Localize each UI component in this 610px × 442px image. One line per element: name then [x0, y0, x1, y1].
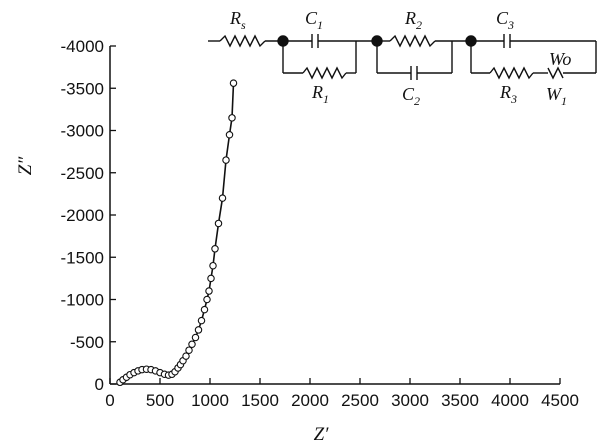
resistor-rs [219, 34, 266, 48]
data-point [225, 130, 234, 139]
y-tick-label: -3000 [61, 122, 104, 141]
resistor-r1 [302, 66, 347, 80]
y-ticks: 0 -500 -1000 -1500 -2000 -2500 -3000 -3500 -4000 [61, 37, 116, 394]
data-point [200, 305, 209, 314]
y-tick-label: -500 [70, 333, 104, 352]
x-tick-label: 4000 [491, 391, 529, 410]
label-c3: C3 [496, 8, 514, 32]
y-tick-label: -2500 [61, 164, 104, 183]
x-tick-label: 3500 [441, 391, 479, 410]
y-tick-label: -1000 [61, 291, 104, 310]
label-wo: Wo [549, 49, 571, 69]
label-c1: C1 [305, 8, 323, 32]
label-r1: R1 [311, 82, 329, 106]
data-point [229, 79, 238, 87]
x-tick-label: 2000 [291, 391, 329, 410]
x-ticks: 0 500 1000 1500 2000 2500 3000 3500 4000 4500 [105, 378, 579, 410]
data-point [197, 316, 206, 325]
y-tick-label: -1500 [61, 248, 104, 267]
data-point [194, 326, 203, 334]
x-tick-label: 4500 [541, 391, 579, 410]
circuit-labels: Rs C1 R1 R2 C2 C3 R3 W1 Wo [229, 8, 571, 108]
y-axis-title: Z″ [15, 156, 36, 176]
x-tick-label: 3000 [391, 391, 429, 410]
label-c2: C2 [402, 84, 420, 108]
data-point [228, 114, 236, 122]
label-rs: Rs [229, 8, 246, 32]
x-tick-label: 2500 [341, 391, 379, 410]
label-r3: R3 [499, 82, 517, 106]
y-tick-label: -3500 [61, 79, 104, 98]
y-tick-label: -4000 [61, 37, 104, 56]
data-point [205, 287, 213, 295]
resistor-r2 [389, 34, 436, 48]
warburg-element [547, 66, 564, 80]
data-point [222, 156, 230, 164]
y-tick-label: 0 [95, 375, 104, 394]
x-tick-label: 1500 [241, 391, 279, 410]
label-r2: R2 [404, 8, 422, 32]
equivalent-circuit [208, 34, 597, 80]
label-w1: W1 [546, 84, 567, 108]
y-tick-label: -2000 [61, 206, 104, 225]
data-point [207, 274, 215, 283]
x-axis-title: Z′ [314, 424, 330, 442]
x-tick-label: 1000 [191, 391, 229, 410]
data-point [218, 194, 227, 202]
resistor-r3 [489, 66, 534, 80]
data-point [211, 245, 219, 253]
data-point [185, 346, 193, 354]
data-point [191, 333, 200, 342]
series-points [116, 79, 238, 387]
x-tick-label: 0 [105, 391, 114, 410]
data-point [203, 295, 211, 304]
data-point [209, 261, 217, 270]
x-tick-label: 500 [146, 391, 174, 410]
data-point [182, 352, 190, 360]
data-point [188, 340, 196, 349]
data-point [214, 219, 223, 228]
series-line [119, 83, 235, 383]
